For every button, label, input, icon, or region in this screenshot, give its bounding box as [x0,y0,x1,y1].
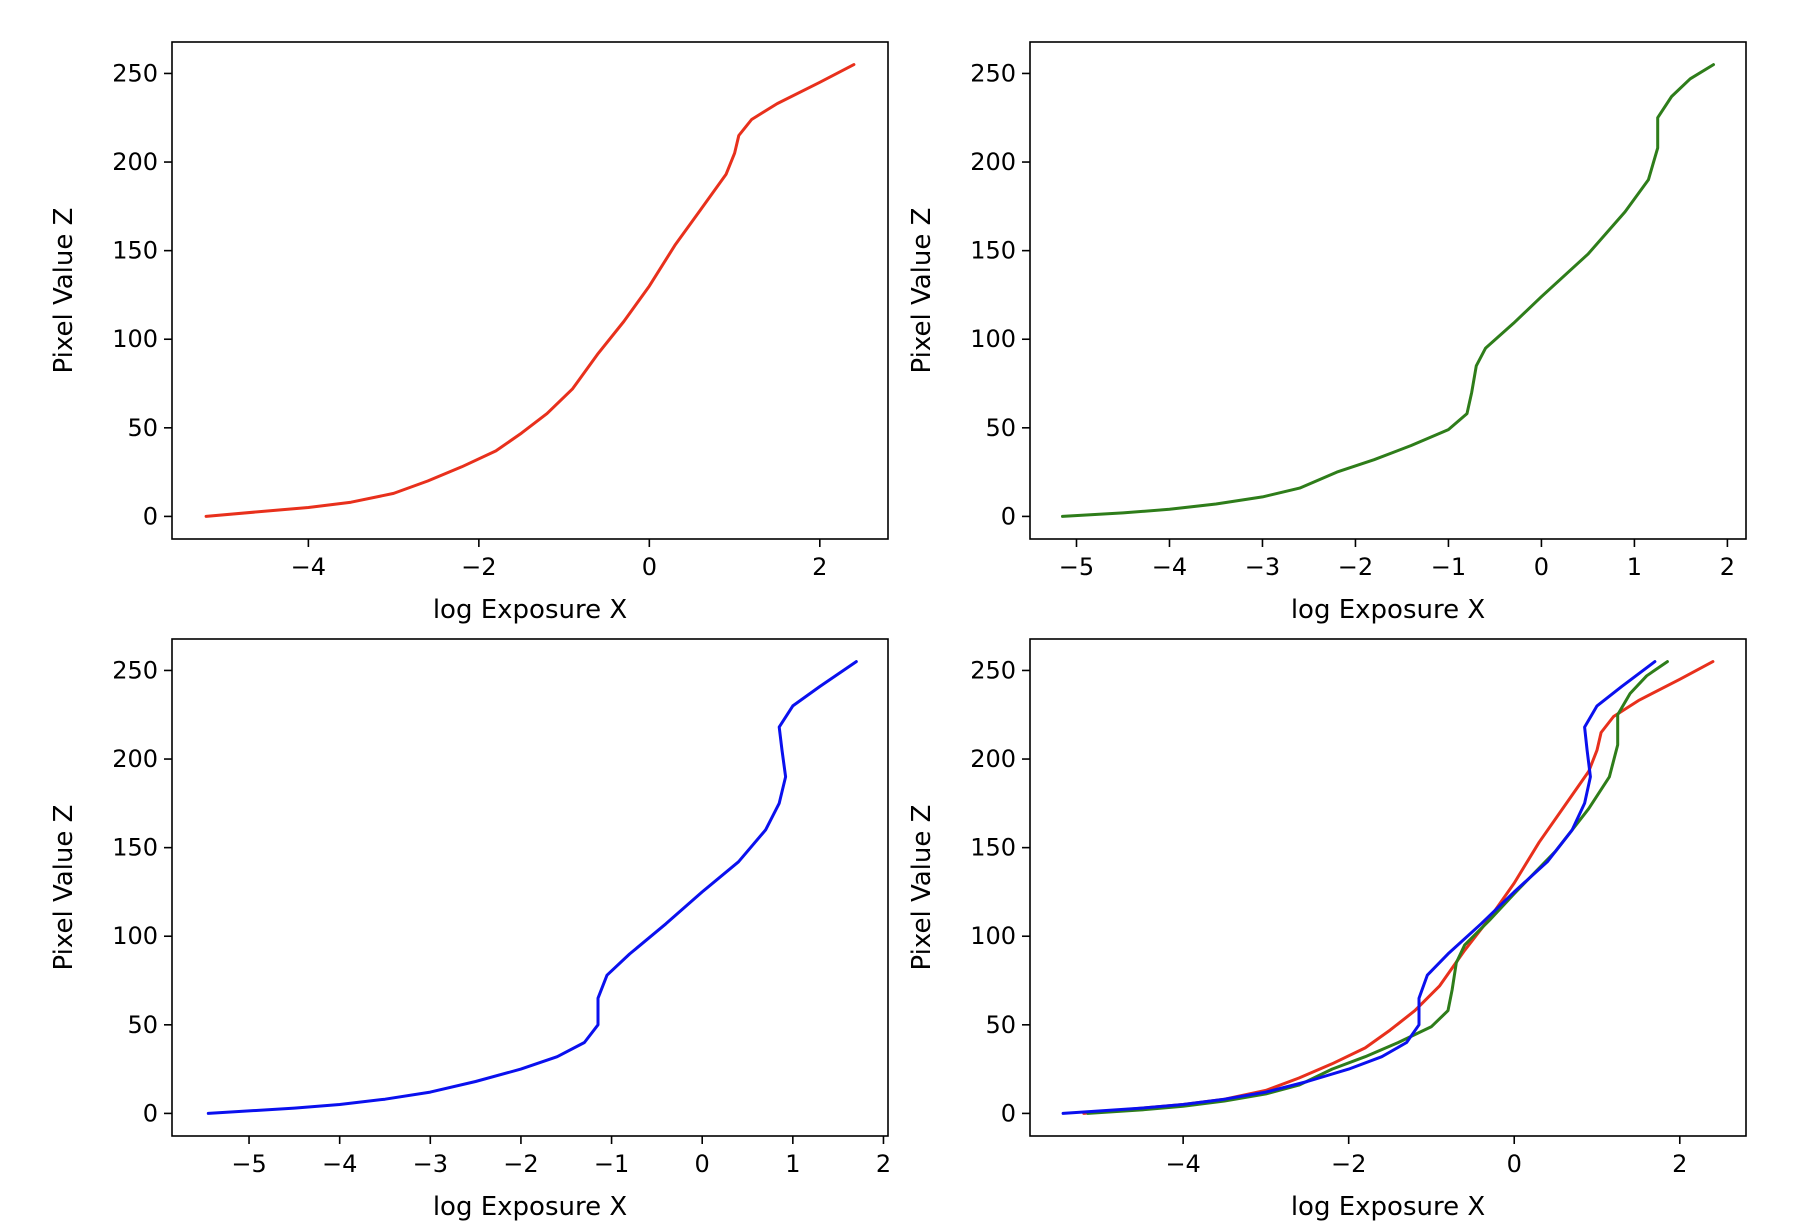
x-axis-label: log Exposure X [433,1192,627,1222]
x-tick-label: 2 [876,1150,891,1178]
y-tick-label: 0 [143,1099,158,1127]
y-tick-label: 50 [127,1011,158,1039]
y-tick-label: 100 [112,325,158,353]
x-tick-label: 2 [1720,553,1735,581]
plot-area [204,63,856,518]
x-tick-label: −4 [1165,1150,1200,1178]
y-tick-label: 250 [970,59,1016,87]
x-axis-label: log Exposure X [433,595,627,625]
series-line-green [1061,63,1715,518]
y-tick-label: 200 [970,148,1016,176]
x-tick-label: 0 [1534,553,1549,581]
x-tick-label: −2 [1338,553,1373,581]
x-tick-label: 0 [642,553,657,581]
x-tick-label: −4 [291,553,326,581]
series-line-blue [1061,660,1657,1115]
x-tick-label: −2 [1331,1150,1366,1178]
y-tick-label: 200 [112,745,158,773]
axes-frame [171,41,889,540]
plot-area [206,660,858,1115]
subplot-red-response: −4 −2 0 2 0 50 100 150 200 250 log Exposure X Pixel… [49,41,889,625]
subplot-blue-response: −5 −4 −3 −2 −1 0 1 2 0 50 100 150 200 250 log Exposure… [49,638,891,1222]
y-tick-label: 100 [112,922,158,950]
x-tick-label: −2 [503,1150,538,1178]
x-tick-label: −3 [413,1150,448,1178]
plot-area [1061,63,1715,518]
x-tick-label: −5 [1059,553,1094,581]
y-axis-label: Pixel Value Z [49,805,79,971]
y-tick-label: 200 [970,745,1016,773]
y-tick-label: 50 [985,414,1016,442]
y-tick-label: 150 [112,834,158,862]
y-axis-label: Pixel Value Z [49,208,79,374]
x-axis-label: log Exposure X [1291,595,1485,625]
y-tick-label: 50 [985,1011,1016,1039]
y-tick-label: 200 [112,148,158,176]
x-tick-label: −3 [1245,553,1280,581]
axes-frame [1029,41,1747,540]
y-tick-label: 100 [970,922,1016,950]
x-tick-label: −1 [1431,553,1466,581]
y-tick-label: 50 [127,414,158,442]
x-tick-label: −2 [461,553,496,581]
y-tick-label: 100 [970,325,1016,353]
x-tick-label: −1 [594,1150,629,1178]
y-tick-label: 250 [112,656,158,684]
x-tick-label: 0 [695,1150,710,1178]
x-tick-label: −5 [231,1150,266,1178]
subplot-green-response: −5 −4 −3 −2 −1 0 1 2 0 50 100 150 200 250 log Exposure… [907,41,1747,625]
axes-frame [171,638,889,1137]
series-line-green [1086,660,1669,1115]
y-axis-label: Pixel Value Z [907,208,937,374]
x-tick-label: 1 [785,1150,800,1178]
axes-frame [1029,638,1747,1137]
y-axis-label: Pixel Value Z [907,805,937,971]
plot-area [1061,660,1715,1115]
y-tick-label: 250 [112,59,158,87]
y-tick-label: 150 [112,237,158,265]
x-tick-label: 0 [1507,1150,1522,1178]
series-line-blue [206,660,858,1115]
x-axis-label: log Exposure X [1291,1192,1485,1222]
series-line-red [204,63,856,518]
y-tick-label: 150 [970,237,1016,265]
x-tick-label: 2 [812,553,827,581]
y-tick-label: 0 [1001,1099,1016,1127]
subplot-combined-response: −4 −2 0 2 0 50 100 150 200 250 log Exposure X Pixel… [907,638,1747,1222]
x-tick-label: −4 [1152,553,1187,581]
x-tick-label: 2 [1672,1150,1687,1178]
y-tick-label: 150 [970,834,1016,862]
y-tick-label: 250 [970,656,1016,684]
y-tick-label: 0 [143,502,158,530]
y-tick-label: 0 [1001,502,1016,530]
x-tick-label: −4 [322,1150,357,1178]
x-tick-label: 1 [1627,553,1642,581]
